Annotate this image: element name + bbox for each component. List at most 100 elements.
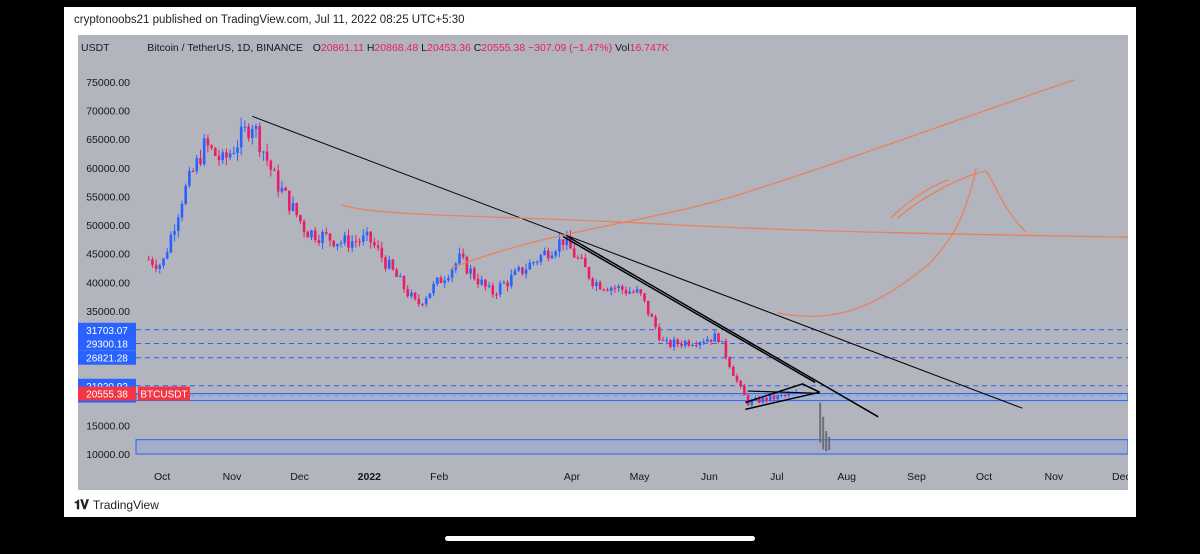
ohlc-open: 20861.11 bbox=[320, 42, 364, 54]
price-tick-label: 65000.00 bbox=[86, 134, 130, 146]
tradingview-logo-icon[interactable]: 𝟏𝐕 bbox=[74, 497, 89, 512]
pennant-upper bbox=[745, 383, 802, 404]
candle-body bbox=[195, 158, 199, 172]
candle-body bbox=[698, 342, 702, 346]
candle-body bbox=[347, 235, 350, 248]
candle-body bbox=[672, 339, 676, 348]
price-tick-label: 60000.00 bbox=[86, 163, 130, 175]
candle-body bbox=[628, 291, 631, 294]
published-caption: cryptonoobs21 published on TradingView.c… bbox=[74, 14, 465, 26]
chart-legend: USDT Bitcoin / TetherUS, 1D, BINANCE O20… bbox=[81, 42, 669, 54]
ohlc-low-label: L bbox=[421, 42, 427, 54]
candle-body bbox=[713, 333, 717, 342]
candle-body bbox=[657, 327, 661, 340]
candle-body bbox=[147, 259, 150, 261]
candle-body bbox=[561, 239, 565, 245]
candle-body bbox=[424, 298, 428, 305]
candle-body bbox=[765, 397, 768, 401]
tradingview-brand[interactable]: TradingView bbox=[92, 498, 159, 512]
candle-body bbox=[188, 170, 191, 186]
candle-body bbox=[776, 395, 779, 400]
candle-body bbox=[491, 285, 495, 295]
candle-body bbox=[706, 339, 709, 342]
candle-body bbox=[328, 233, 332, 241]
candle-body bbox=[398, 276, 402, 278]
candle-body bbox=[546, 250, 550, 259]
candle-body bbox=[380, 247, 384, 258]
candle-body bbox=[783, 395, 787, 397]
candle-body bbox=[384, 257, 387, 269]
price-tick-label: 55000.00 bbox=[86, 191, 130, 203]
level-price-tags: 31703.0729300.1826821.2821920.9220206.40… bbox=[78, 322, 190, 403]
candle-body bbox=[661, 339, 665, 341]
candle-body bbox=[354, 241, 358, 243]
candle-body bbox=[232, 153, 236, 155]
price-chart[interactable]: 75000.00 70000.00 65000.00 60000.00 55000.00… bbox=[78, 35, 1128, 490]
time-tick-label: Nov bbox=[1045, 471, 1064, 483]
candle-body bbox=[772, 395, 776, 400]
home-indicator[interactable] bbox=[445, 536, 755, 541]
candle-body bbox=[746, 395, 750, 405]
candle-body bbox=[213, 147, 217, 156]
candle-body bbox=[750, 400, 754, 405]
candle-body bbox=[343, 235, 347, 243]
candle-body bbox=[243, 126, 247, 128]
chart-area[interactable]: 75000.00 70000.00 65000.00 60000.00 55000.00… bbox=[78, 35, 1128, 490]
ohlc-high-label: H bbox=[366, 42, 375, 54]
candle-body bbox=[576, 257, 580, 259]
candle-body bbox=[587, 267, 591, 279]
candle-body bbox=[154, 264, 158, 269]
candle-body bbox=[709, 339, 713, 342]
candle-body bbox=[583, 258, 587, 268]
candle-body bbox=[421, 303, 424, 305]
candle-body bbox=[262, 151, 265, 153]
candle-body bbox=[443, 280, 446, 283]
candle-body bbox=[287, 190, 291, 211]
candle-body bbox=[321, 232, 324, 243]
candle-body bbox=[169, 234, 173, 253]
candle-body bbox=[184, 185, 187, 204]
candle-body bbox=[317, 240, 321, 243]
candle-body bbox=[480, 279, 483, 285]
time-tick-label: Nov bbox=[223, 471, 242, 483]
candle-body bbox=[247, 126, 250, 139]
candle-body bbox=[228, 153, 232, 158]
candle-body bbox=[484, 279, 487, 287]
horizontal-sketch-line bbox=[341, 204, 1128, 238]
candle-body bbox=[687, 341, 691, 346]
time-tick-label: 2022 bbox=[358, 471, 382, 483]
candle-body bbox=[517, 267, 520, 271]
candle-body bbox=[217, 155, 221, 161]
candle-body bbox=[239, 126, 243, 148]
ohlc-close: 20555.38 bbox=[481, 42, 526, 54]
candle-body bbox=[650, 314, 654, 317]
last-price-tag-box bbox=[78, 386, 136, 401]
candle-body bbox=[299, 215, 302, 222]
candle-body bbox=[472, 268, 476, 279]
candle-body bbox=[717, 333, 720, 343]
candle-body bbox=[680, 343, 683, 346]
projection-bar bbox=[828, 436, 831, 450]
candle-body bbox=[691, 344, 694, 346]
candle-body bbox=[199, 158, 202, 165]
candle-body bbox=[565, 236, 569, 245]
candle-body bbox=[506, 282, 509, 287]
candle-body bbox=[676, 339, 680, 344]
candle-body bbox=[435, 277, 439, 284]
candle-body bbox=[158, 265, 162, 269]
candle-body bbox=[739, 380, 742, 386]
candle-body bbox=[787, 393, 791, 396]
level-tag-box bbox=[78, 336, 136, 351]
candle-body bbox=[780, 395, 783, 397]
support-zones bbox=[135, 393, 1128, 455]
candle-body bbox=[535, 261, 539, 263]
symbol-title[interactable]: Bitcoin / TetherUS, 1D, BINANCE bbox=[147, 42, 303, 54]
peak-sketch-stroke bbox=[890, 179, 949, 219]
candle-body bbox=[521, 267, 524, 274]
candle-body bbox=[509, 274, 513, 287]
candle-body bbox=[602, 289, 606, 291]
time-tick-label: Oct bbox=[154, 471, 170, 483]
projection-bar bbox=[825, 431, 828, 452]
time-tick-label: Sep bbox=[907, 471, 926, 483]
time-axis: Oct Nov Dec 2022 Feb Apr May Jun Jul Aug Sep Oct Nov… bbox=[154, 471, 1128, 483]
